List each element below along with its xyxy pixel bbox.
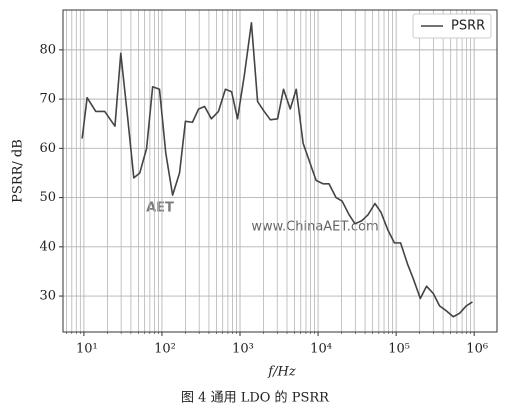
y-tick-label: 70 bbox=[39, 92, 56, 107]
x-tick-label: 10⁵ bbox=[388, 342, 410, 357]
y-tick-label: 60 bbox=[39, 141, 56, 156]
legend-label: PSRR bbox=[451, 19, 485, 34]
y-tick-label: 50 bbox=[39, 190, 56, 205]
plot-frame bbox=[62, 9, 498, 333]
y-axis-label: PSRR/ dB bbox=[11, 139, 26, 203]
x-tick-label: 10³ bbox=[232, 342, 254, 357]
watermark: www.ChinaAET.com bbox=[251, 220, 378, 235]
y-tick-label: 80 bbox=[39, 42, 56, 57]
x-tick-label: 10⁶ bbox=[466, 342, 488, 357]
legend-box bbox=[412, 13, 492, 39]
watermark: AET bbox=[146, 201, 174, 216]
y-tick-label: 30 bbox=[39, 289, 56, 304]
x-tick-label: 10² bbox=[154, 342, 176, 357]
line-series bbox=[81, 22, 473, 318]
x-axis-label: f/Hz bbox=[267, 365, 296, 380]
x-tick-label: 10⁴ bbox=[310, 342, 332, 357]
caption: 图 4 通用 LDO 的 PSRR bbox=[181, 390, 330, 406]
y-tick-label: 40 bbox=[39, 239, 56, 254]
x-tick-label: 10¹ bbox=[76, 342, 98, 357]
